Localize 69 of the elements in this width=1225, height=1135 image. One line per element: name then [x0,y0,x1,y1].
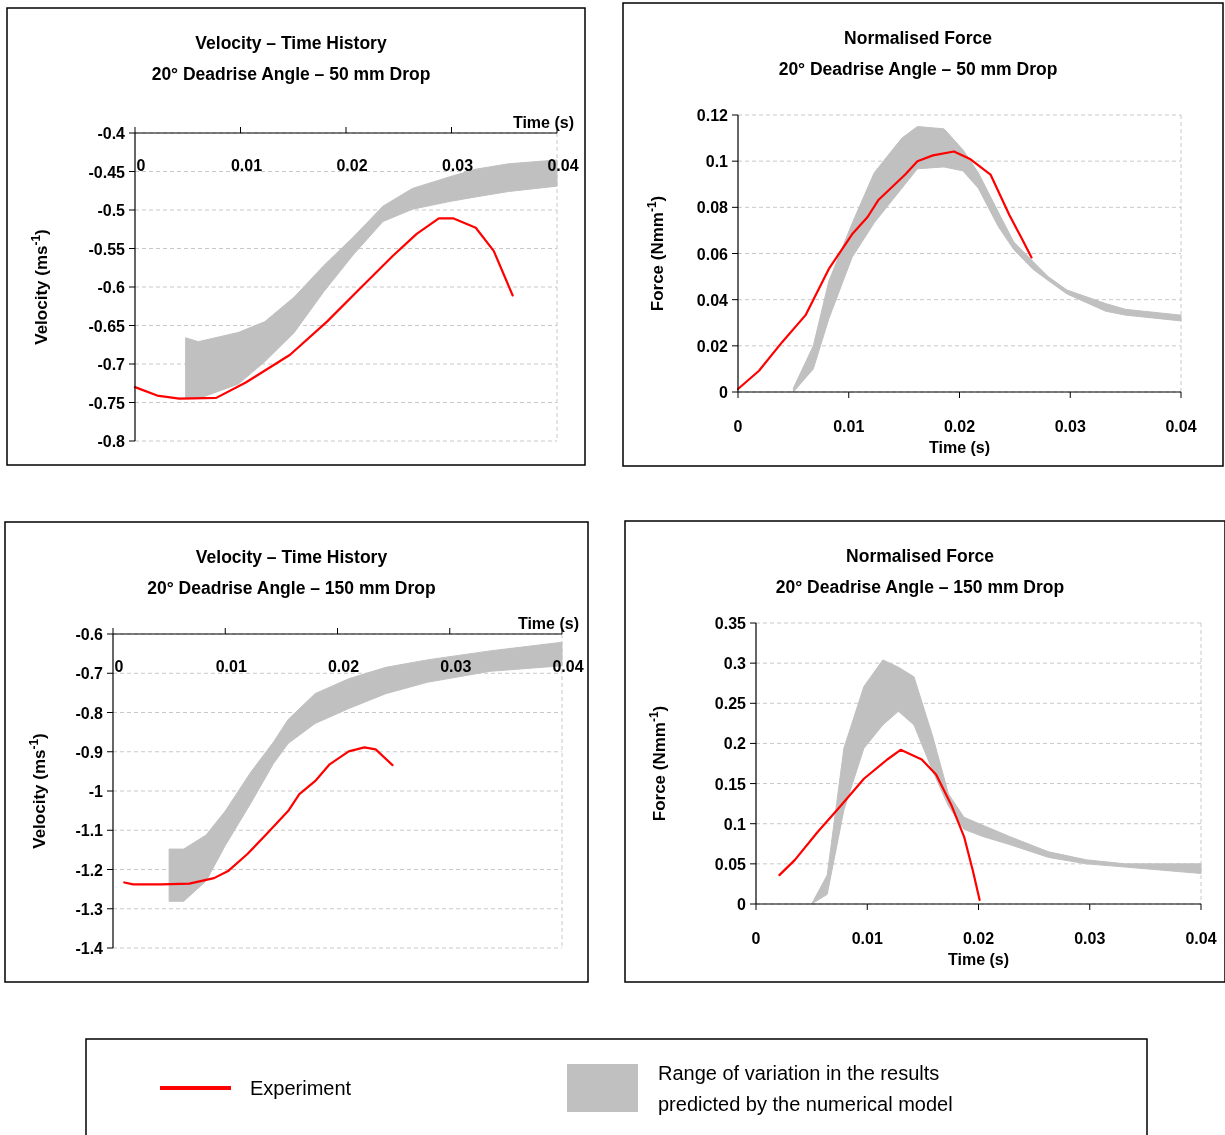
y-tick-label: 0.35 [714,615,747,632]
y-tick-label: -1.2 [75,861,104,879]
y-tick-label: 0.08 [696,199,729,217]
y-tick-label: -0.8 [75,704,104,722]
x-tick-label: 0.04 [552,658,584,675]
x-axis-title: Time (s) [928,439,991,456]
legend-label: Experiment [250,1077,352,1099]
x-tick-label: 0.03 [1074,930,1106,947]
chart-title: Velocity – Time History [195,547,388,567]
y-tick-label: -1.4 [75,940,104,957]
x-tick-label: 0.02 [327,658,360,675]
x-tick-label: 0.01 [215,658,247,675]
x-tick-label: 0.01 [230,157,263,174]
y-tick-label: 0.15 [714,775,747,793]
y-tick-label: -0.55 [88,240,126,258]
chart-title: Velocity – Time History [195,33,387,53]
y-tick-label: -0.65 [88,317,126,335]
x-tick-label: 0.03 [441,157,474,174]
chart-title: Normalised Force [844,28,993,48]
y-tick-label: 0.25 [714,695,747,713]
y-tick-label: -0.45 [88,163,126,181]
y-tick-label: 0 [719,384,729,401]
line-series [778,748,981,902]
y-tick-label: -0.5 [97,202,126,219]
x-tick-label: 0.03 [1054,418,1086,435]
x-tick-label: 0.01 [851,930,883,947]
x-tick-label: 0.03 [440,658,472,675]
y-tick-label: 0.3 [723,655,747,673]
y-tick-label: -1.3 [75,900,104,918]
y-tick-label: -0.9 [75,743,104,761]
x-tick-label: 0.04 [1165,418,1197,435]
x-tick-label: 0.01 [833,418,865,435]
y-tick-label: 0.12 [696,107,729,124]
x-tick-label: 0.04 [547,157,579,174]
line-series [133,217,514,400]
chart-title: Normalised Force [846,546,995,566]
x-tick-label: 0 [136,157,146,174]
y-tick-label: 0.06 [696,245,729,263]
y-tick-label: 0.05 [714,855,747,873]
y-tick-label: -1 [88,783,104,800]
x-axis-title: Time (s) [512,114,574,131]
y-tick-label: 0.02 [696,337,729,355]
x-tick-label: 0.02 [962,930,995,947]
x-axis-title: Time (s) [517,615,579,632]
y-tick-label: -0.4 [97,125,126,142]
x-axis-title: Time (s) [947,951,1010,968]
y-tick-label: -1.1 [75,822,104,840]
y-tick-label: 0 [737,896,747,913]
y-tick-label: -0.6 [97,279,126,296]
x-tick-label: 0.02 [336,157,368,174]
y-tick-label: 0.1 [723,815,747,833]
y-tick-label: -0.75 [88,394,126,412]
y-tick-label: 0.04 [696,291,729,309]
y-tick-label: 0.1 [705,153,729,171]
chart-subtitle: 20° Deadrise Angle – 150 mm Drop [775,577,1065,597]
legend-label: Range of variation in the results predicted by the numerical model [658,1061,953,1115]
y-tick-label: -0.7 [97,356,126,373]
chart-subtitle: 20° Deadrise Angle – 150 mm Drop [147,578,436,598]
x-tick-label: 0 [751,930,761,947]
line-series [123,746,394,886]
y-tick-label: -0.8 [97,433,126,450]
y-tick-label: -0.7 [75,665,104,683]
chart-subtitle: 20° Deadrise Angle – 50 mm Drop [151,64,431,84]
y-tick-label: 0.2 [723,735,747,753]
y-tick-label: -0.6 [75,626,104,643]
x-tick-label: 0.02 [943,418,976,435]
line-series [736,150,1033,391]
x-tick-label: 0.04 [1185,930,1217,947]
chart-subtitle: 20° Deadrise Angle – 50 mm Drop [778,59,1058,79]
